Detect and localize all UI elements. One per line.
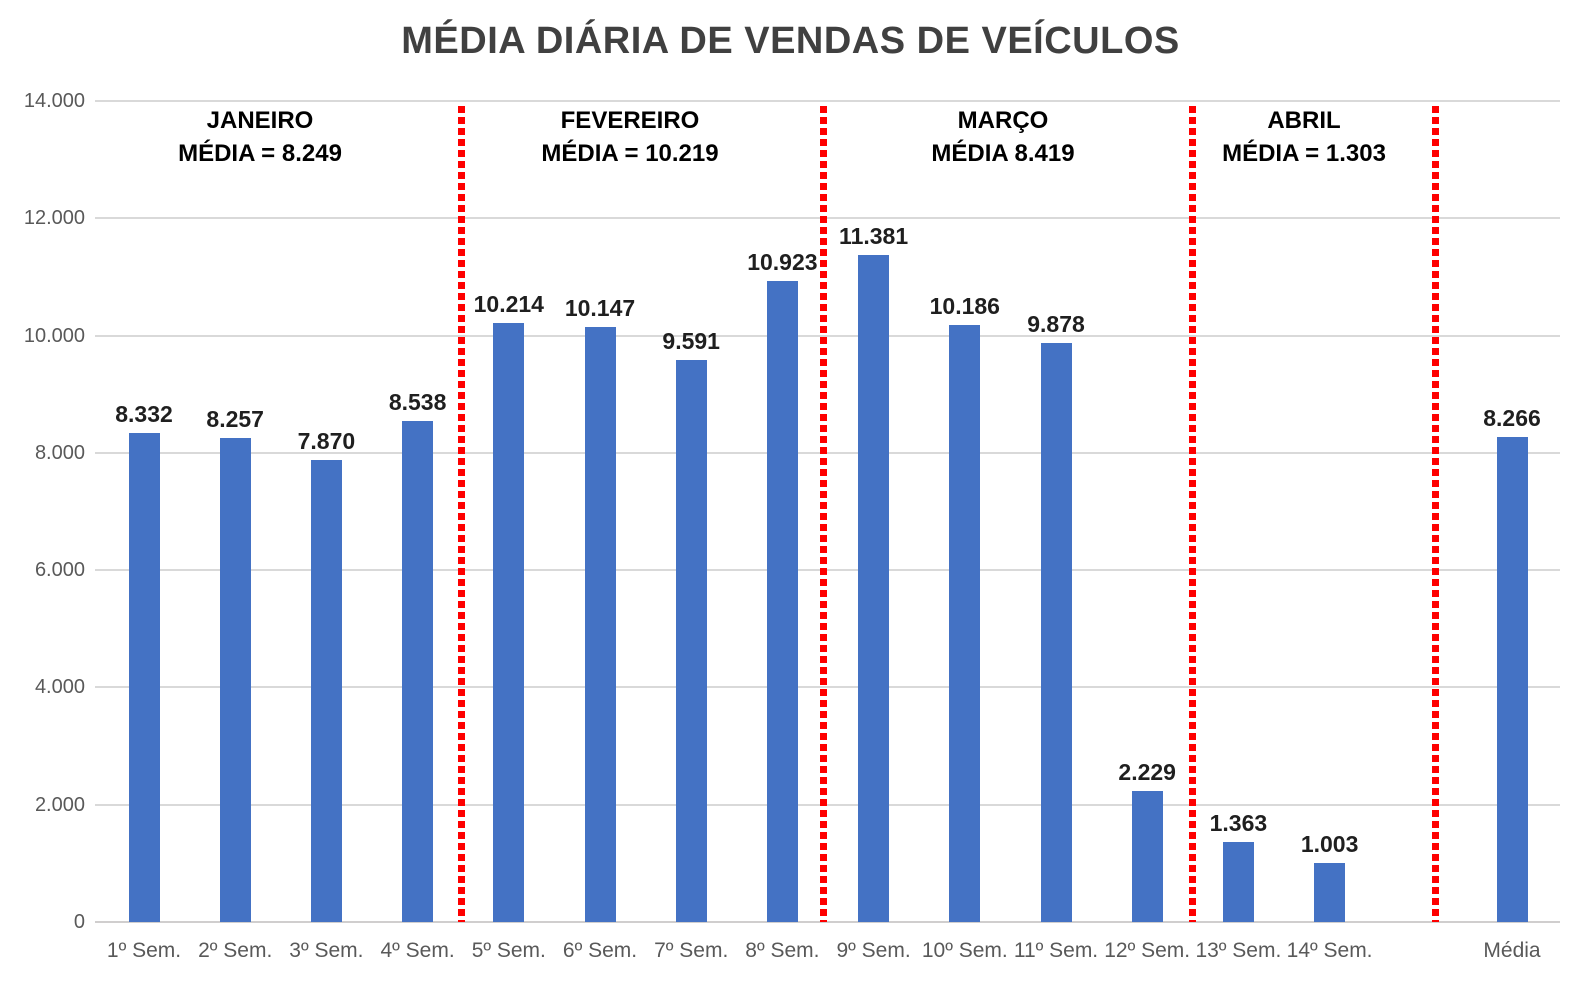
x-axis-tick-label: 2º Sem. xyxy=(198,939,273,962)
bar-m-dia xyxy=(1496,437,1528,922)
month-annotation: JANEIRO MÉDIA = 8.249 xyxy=(178,104,342,170)
chart-title: MÉDIA DIÁRIA DE VENDAS DE VEÍCULOS xyxy=(401,20,1180,62)
bar-3-sem xyxy=(310,460,342,922)
y-axis-tick-label: 12.000 xyxy=(23,207,85,230)
gridline xyxy=(95,334,1560,337)
bar-value-label: 11.381 xyxy=(839,222,909,249)
bar-value-label: 10.214 xyxy=(473,291,544,318)
y-axis-tick-label: 2.000 xyxy=(34,793,85,816)
gridline xyxy=(95,217,1560,220)
month-annotation-line: MÉDIA = 10.219 xyxy=(541,140,719,167)
bar-value-label: 1.363 xyxy=(1209,810,1268,837)
x-axis-tick-label: 5º Sem. xyxy=(471,939,546,962)
x-axis-tick-label: 1º Sem. xyxy=(106,939,182,962)
x-axis-tick-label: 10º Sem. xyxy=(921,939,1008,962)
month-annotation: MARÇO MÉDIA 8.419 xyxy=(931,104,1074,170)
bar-12-sem xyxy=(1131,791,1163,922)
bar-11-sem xyxy=(1040,342,1072,922)
x-axis-tick-label: 7º Sem. xyxy=(654,939,729,962)
x-axis-line xyxy=(95,921,1560,923)
month-separator-line xyxy=(1431,106,1439,922)
bar-10-sem xyxy=(949,324,981,922)
x-axis-tick-label: 3º Sem. xyxy=(289,939,364,962)
month-annotation-line: FEVEREIRO xyxy=(560,107,700,134)
month-separator-line xyxy=(819,106,827,922)
month-annotation-line: MÉDIA = 8.249 xyxy=(178,140,342,167)
y-axis-tick-label: 4.000 xyxy=(34,676,85,699)
bar-6-sem xyxy=(584,326,616,922)
gridline xyxy=(95,100,1560,102)
month-annotation-line: MÉDIA = 1.303 xyxy=(1222,140,1386,167)
month-separator-line xyxy=(1188,106,1196,922)
y-axis-tick-label: 0 xyxy=(73,911,85,933)
gridline xyxy=(95,451,1560,454)
x-axis-tick-label: 14º Sem. xyxy=(1286,939,1373,962)
bar-13-sem xyxy=(1222,842,1254,922)
month-annotation-line: MÉDIA 8.419 xyxy=(931,140,1075,167)
bar-value-label: 10.186 xyxy=(929,292,1000,319)
bar-value-label: 2.229 xyxy=(1118,759,1176,786)
bar-value-label: 8.257 xyxy=(206,405,264,432)
bar-value-label: 10.147 xyxy=(564,294,636,321)
bar-value-label: 7.870 xyxy=(297,428,356,455)
bar-9-sem xyxy=(858,254,890,922)
x-axis-tick-label: 4º Sem. xyxy=(380,939,455,962)
month-annotation: FEVEREIRO MÉDIA = 10.219 xyxy=(541,104,718,170)
month-annotation-line: MARÇO xyxy=(957,107,1049,134)
x-axis-tick-label: 9º Sem. xyxy=(836,939,911,962)
y-axis-tick-label: 6.000 xyxy=(34,559,85,582)
gridline xyxy=(95,686,1560,689)
bar-value-label: 9.591 xyxy=(662,327,720,354)
gridline xyxy=(95,803,1560,806)
x-axis-tick-label: Média xyxy=(1483,939,1541,962)
x-axis-tick-label: 6º Sem. xyxy=(562,939,638,962)
x-axis-tick-label: 12º Sem. xyxy=(1104,939,1191,962)
bar-1-sem xyxy=(128,433,160,922)
bar-2-sem xyxy=(219,437,251,922)
x-axis-tick-label: 13º Sem. xyxy=(1195,939,1282,962)
month-annotation-line: JANEIRO xyxy=(206,107,314,134)
x-axis-tick-label: 11º Sem. xyxy=(1013,939,1099,962)
bar-14-sem xyxy=(1314,863,1346,922)
y-axis-tick-label: 8.000 xyxy=(34,441,85,464)
bar-7-sem xyxy=(675,359,707,922)
gridline xyxy=(95,569,1560,572)
bar-8-sem xyxy=(766,281,798,922)
bar-4-sem xyxy=(402,421,434,922)
bar-value-label: 1.003 xyxy=(1300,831,1359,858)
bar-value-label: 8.266 xyxy=(1483,405,1541,432)
month-annotation-line: ABRIL xyxy=(1267,107,1341,134)
y-axis-tick-label: 14.000 xyxy=(23,90,85,112)
bar-value-label: 8.538 xyxy=(388,389,447,416)
month-annotation: ABRIL MÉDIA = 1.303 xyxy=(1222,104,1386,170)
bar-value-label: 8.332 xyxy=(115,401,173,428)
bar-value-label: 9.878 xyxy=(1027,310,1085,337)
y-axis-tick-label: 10.000 xyxy=(23,324,85,347)
month-separator-line xyxy=(457,106,465,922)
bar-value-label: 10.923 xyxy=(747,249,818,276)
bar-5-sem xyxy=(493,323,525,922)
x-axis-tick-label: 8º Sem. xyxy=(745,939,820,962)
